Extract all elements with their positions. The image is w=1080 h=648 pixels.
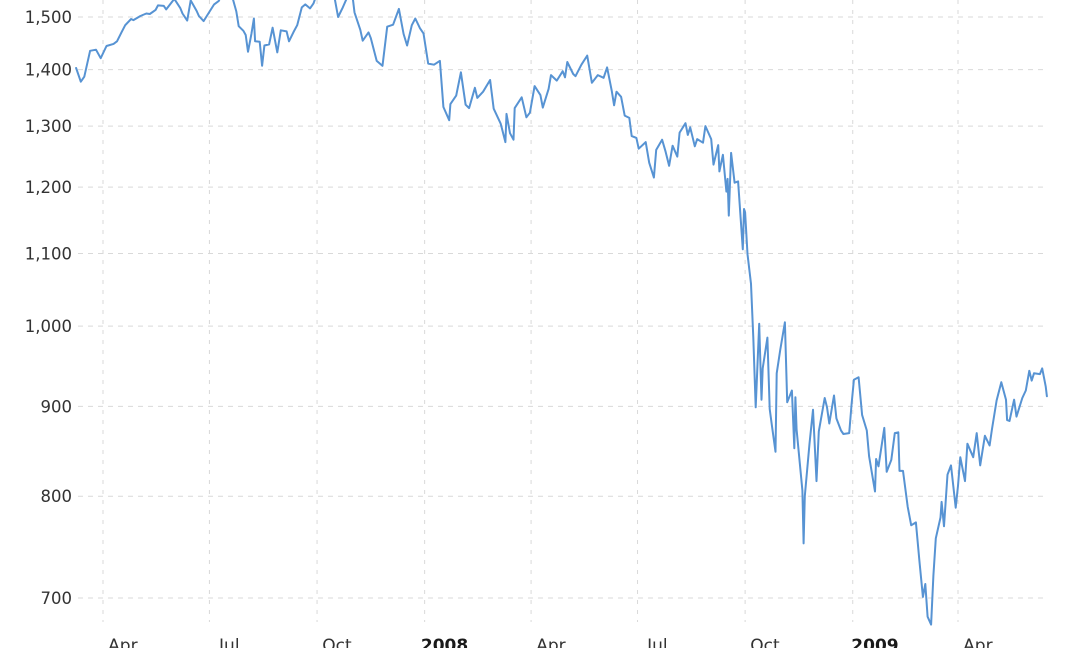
x-tick-label: Apr: [536, 636, 565, 648]
y-tick-label: 700: [41, 589, 73, 608]
y-tick-label: 1,100: [25, 244, 72, 263]
x-tick-label: Jul: [218, 636, 240, 648]
y-tick-label: 1,200: [25, 178, 72, 197]
y-tick-label: 900: [41, 397, 73, 416]
x-tick-label: Apr: [963, 636, 992, 648]
x-tick-label: Oct: [750, 636, 780, 648]
y-tick-label: 1,500: [25, 8, 72, 27]
y-tick-label: 1,300: [25, 117, 72, 136]
x-tick-label: 2008: [421, 636, 468, 648]
price-line-series: [75, 0, 1048, 626]
x-tick-label: Apr: [108, 636, 137, 648]
y-tick-label: 1,400: [25, 61, 72, 80]
x-tick-label: 2009: [851, 636, 898, 648]
y-tick-label: 1,000: [25, 317, 72, 336]
x-tick-label: Jul: [646, 636, 668, 648]
y-tick-label: 800: [41, 487, 73, 506]
x-tick-label: Oct: [322, 636, 352, 648]
